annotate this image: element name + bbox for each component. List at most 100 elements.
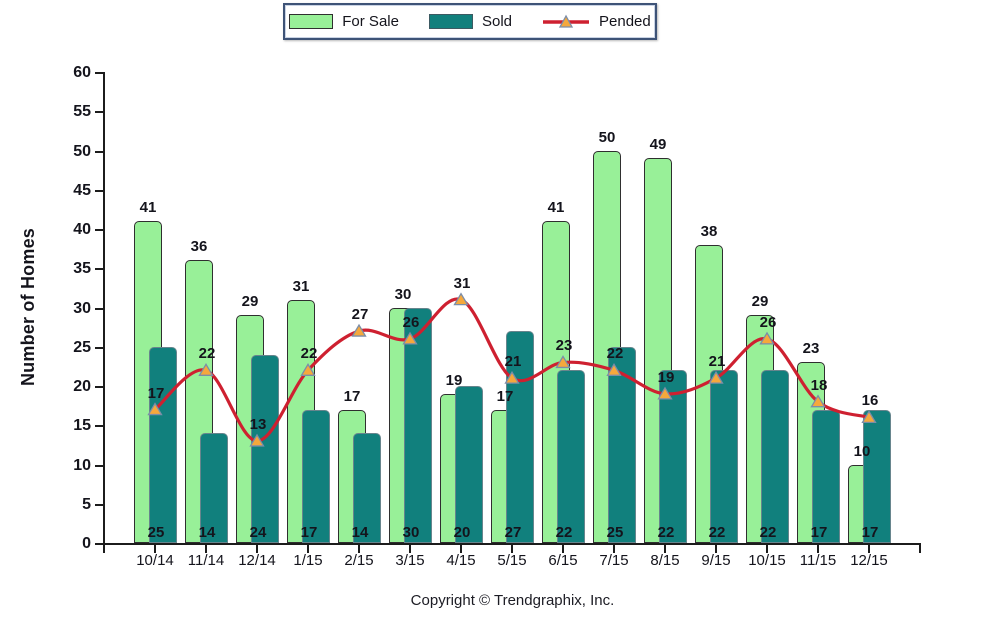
y-axis-tick	[95, 189, 103, 192]
line-value-label-pended: 21	[708, 353, 726, 371]
y-axis-tick	[95, 111, 103, 114]
line-value-label-pended: 19	[657, 368, 675, 386]
line-value-label-pended: 26	[759, 313, 777, 331]
legend-label-for-sale: For Sale	[342, 13, 399, 30]
y-axis-tick-label: 45	[73, 181, 91, 199]
bar-value-label-for-sale: 49	[649, 136, 667, 154]
y-axis-tick-label: 60	[73, 64, 91, 81]
x-axis-tick-label: 11/14	[187, 552, 225, 569]
bar-value-label-for-sale: 41	[139, 199, 157, 217]
y-axis-line	[103, 72, 105, 545]
x-axis-tick-label: 12/14	[238, 552, 276, 569]
x-axis-tick	[868, 545, 870, 553]
x-axis-tick-label: 10/14	[136, 552, 174, 569]
bar-sold	[149, 346, 177, 543]
x-axis-tick-label: 8/15	[650, 552, 680, 569]
bar-value-label-sold: 22	[759, 524, 777, 541]
x-axis-tick	[715, 545, 717, 553]
x-axis-tick-label: 3/15	[395, 552, 425, 569]
x-axis-tick	[205, 545, 207, 553]
bar-value-label-sold: 22	[657, 524, 675, 541]
bar-value-label-for-sale: 29	[241, 293, 259, 311]
line-value-label-pended: 18	[810, 376, 828, 394]
y-axis-tick-label: 0	[82, 535, 91, 552]
bar-sold	[302, 409, 330, 543]
bar-sold	[251, 354, 279, 543]
x-axis-tick	[358, 545, 360, 553]
bar-value-label-sold: 22	[708, 524, 726, 541]
bar-value-label-sold: 17	[300, 524, 318, 541]
bar-sold	[557, 370, 585, 543]
legend-label-pended: Pended	[599, 13, 651, 30]
bar-sold	[404, 307, 432, 543]
bar-value-label-sold: 14	[198, 524, 216, 541]
line-value-label-pended: 22	[606, 345, 624, 363]
y-axis-tick-label: 35	[73, 260, 91, 278]
legend-item-sold: Sold	[428, 13, 512, 30]
for-sale-swatch	[289, 14, 334, 29]
y-axis-tick	[95, 543, 103, 545]
x-axis-tick-label: 7/15	[599, 552, 629, 569]
bar-value-label-for-sale: 17	[343, 387, 361, 405]
bar-value-label-for-sale: 36	[190, 238, 208, 256]
bar-value-label-for-sale: 41	[547, 199, 565, 217]
line-value-label-pended: 26	[402, 313, 420, 331]
line-value-label-pended: 31	[453, 274, 471, 292]
x-axis-tick-label: 11/15	[799, 552, 837, 569]
y-axis-tick	[95, 229, 103, 231]
x-axis-tick	[817, 545, 819, 553]
bar-value-label-for-sale: 23	[802, 340, 820, 358]
y-axis-tick-label: 15	[73, 417, 91, 435]
x-axis-tick	[562, 545, 564, 553]
x-axis-tick	[103, 545, 105, 553]
y-axis-tick	[95, 72, 103, 74]
line-value-label-pended: 22	[300, 345, 318, 363]
legend-item-for-sale: For Sale	[289, 13, 399, 30]
bar-value-label-for-sale: 31	[292, 277, 310, 295]
bar-value-label-sold: 24	[249, 524, 267, 541]
x-axis-tick	[307, 545, 309, 553]
pended-marker-triangle-icon	[351, 323, 367, 337]
sold-swatch	[428, 14, 473, 29]
y-axis-tick	[95, 503, 103, 506]
bar-value-label-sold: 17	[810, 524, 828, 541]
pended-marker-triangle-icon	[453, 292, 469, 306]
bar-value-label-sold: 30	[402, 524, 420, 541]
line-value-label-pended: 21	[504, 353, 522, 371]
y-axis-tick-label: 25	[73, 338, 91, 356]
y-axis-title: Number of Homes	[18, 227, 38, 387]
bar-sold	[863, 409, 891, 543]
bar-sold	[455, 386, 483, 543]
legend-item-pended: Pended	[542, 13, 651, 30]
y-axis-tick-label: 40	[73, 221, 91, 238]
bar-value-label-sold: 25	[147, 524, 165, 541]
x-axis-tick-label: 10/15	[748, 552, 786, 569]
line-value-label-pended: 22	[198, 345, 216, 363]
x-axis-tick-label: 4/15	[446, 552, 476, 569]
bar-value-label-for-sale: 29	[751, 293, 769, 311]
y-axis-tick	[95, 268, 103, 271]
y-axis-tick	[95, 150, 103, 153]
y-axis-tick	[95, 386, 103, 388]
x-axis-tick	[664, 545, 666, 553]
y-axis-tick-label: 20	[73, 378, 91, 395]
bar-value-label-sold: 17	[861, 524, 879, 541]
y-axis-tick	[95, 346, 103, 349]
x-axis-tick	[511, 545, 513, 553]
line-value-label-pended: 17	[147, 384, 165, 402]
y-axis-tick	[95, 464, 103, 467]
x-axis-tick-label: 5/15	[497, 552, 527, 569]
bar-sold	[761, 370, 789, 543]
bar-value-label-sold: 25	[606, 524, 624, 541]
bar-sold	[200, 433, 228, 543]
bar-value-label-for-sale: 38	[700, 222, 718, 240]
copyright-text: Copyright © Trendgraphix, Inc.	[410, 592, 615, 609]
bar-value-label-sold: 14	[351, 524, 369, 541]
legend: For Sale Sold Pended	[283, 3, 657, 40]
x-axis-tick	[460, 545, 462, 553]
x-axis-tick-label: 9/15	[701, 552, 731, 569]
bar-sold	[353, 433, 381, 543]
bar-value-label-sold: 20	[453, 524, 471, 541]
bar-sold	[710, 370, 738, 543]
x-axis-tick	[613, 545, 615, 553]
